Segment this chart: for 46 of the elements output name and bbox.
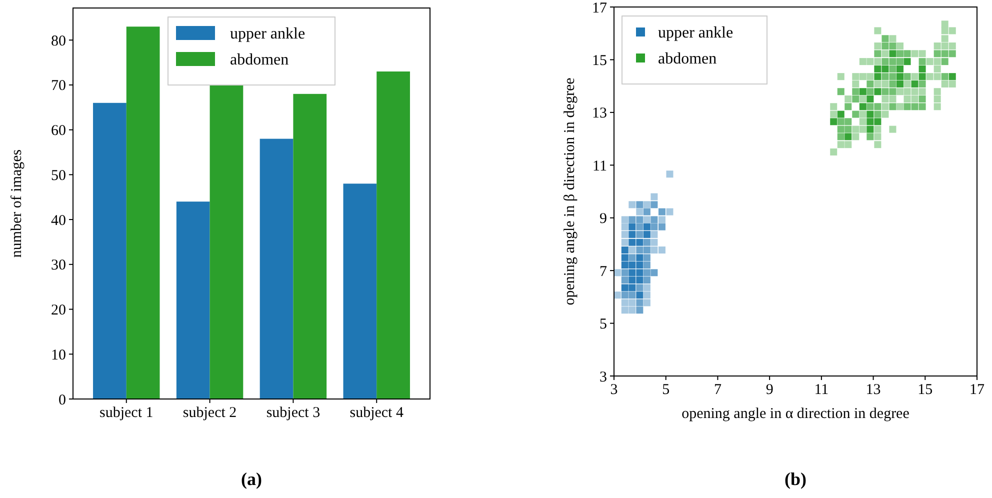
y-tick-label: 50 <box>51 168 66 184</box>
y-tick-label: 10 <box>51 347 66 364</box>
y-tick-label: 11 <box>592 158 607 174</box>
x-tick-label: 9 <box>766 382 774 398</box>
legend-label: abdomen <box>658 50 717 68</box>
legend-label: upper ankle <box>230 26 306 43</box>
x-tick-label: subject 4 <box>350 405 404 421</box>
x-tick-label: subject 1 <box>100 405 154 421</box>
legend-label: upper ankle <box>658 24 734 42</box>
x-tick-label: 15 <box>918 382 933 398</box>
y-tick-label: 7 <box>600 264 608 280</box>
y-tick-label: 3 <box>600 369 607 386</box>
y-tick-label: 60 <box>51 123 66 140</box>
legend-label: abdomen <box>230 52 289 69</box>
x-tick-label: subject 2 <box>182 405 237 421</box>
y-tick-label: 5 <box>600 316 607 333</box>
y-axis-title: number of images <box>9 149 25 258</box>
x-tick-label: 17 <box>970 382 985 398</box>
bar <box>126 26 160 399</box>
x-tick-label: 5 <box>662 382 670 398</box>
x-tick-label: 11 <box>814 382 829 398</box>
x-tick-label: 3 <box>610 382 618 398</box>
bar <box>210 84 244 399</box>
x-tick-label: 7 <box>714 382 722 398</box>
bar <box>343 184 377 399</box>
bar <box>376 71 410 399</box>
y-tick-label: 80 <box>51 33 66 50</box>
y-tick-label: 15 <box>592 52 607 69</box>
text: (a) <box>241 469 262 489</box>
x-tick-label: subject 3 <box>266 405 320 421</box>
bar <box>293 94 327 399</box>
x-tick-label: 13 <box>866 382 881 398</box>
y-tick-label: 17 <box>592 0 608 16</box>
bar <box>260 138 294 399</box>
y-tick-label: 30 <box>51 258 66 274</box>
y-tick-label: 70 <box>51 78 66 94</box>
y-axis-title: opening angle in β direction in degree <box>562 77 578 306</box>
y-tick-label: 0 <box>58 392 66 408</box>
y-tick-label: 40 <box>51 212 66 229</box>
bar <box>93 102 126 399</box>
text: (b) <box>784 469 807 489</box>
y-tick-label: 9 <box>600 211 607 228</box>
y-tick-label: 13 <box>592 106 607 122</box>
y-tick-label: 20 <box>51 302 66 319</box>
x-axis-title: opening angle in α direction in degree <box>682 406 910 422</box>
bar <box>176 202 210 399</box>
